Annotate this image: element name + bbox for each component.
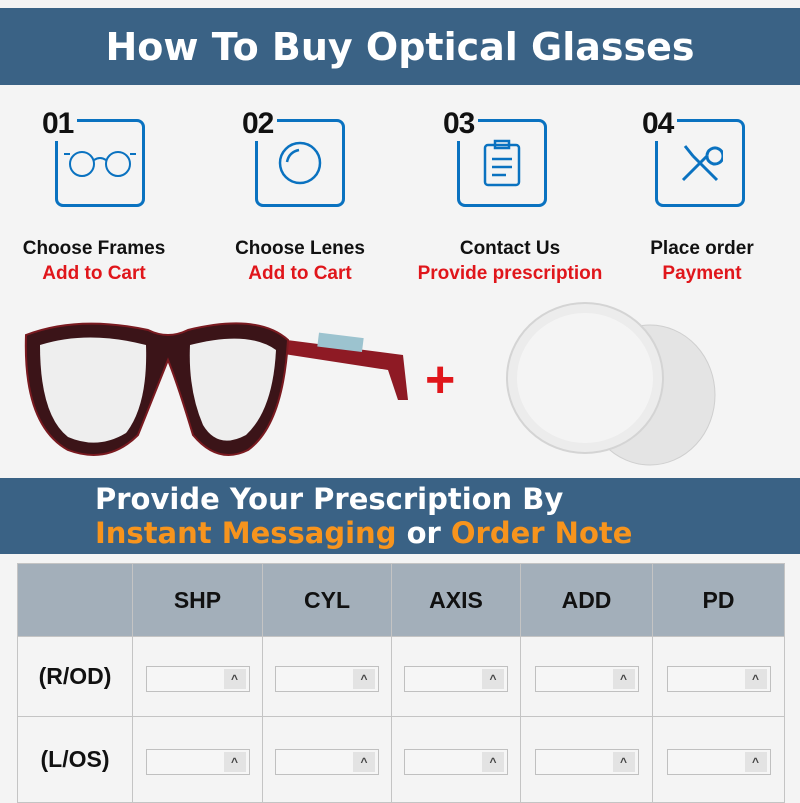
- lens-icon: [278, 141, 322, 185]
- step-action: Add to Cart: [42, 263, 146, 284]
- table-header-row: SHP CYL AXIS ADD PD: [17, 563, 785, 637]
- tools-icon: [681, 145, 723, 182]
- step-number: 01: [42, 107, 78, 141]
- prescription-table: SHP CYL AXIS ADD PD (R/OD) ^ ^ ^ ^ ^ (L/…: [17, 563, 785, 803]
- step-number: 04: [642, 107, 678, 141]
- table-row-left-eye: (L/OS) ^ ^ ^ ^ ^: [17, 716, 785, 803]
- step-icon-box: [55, 119, 145, 207]
- pd-right-select[interactable]: ^: [666, 665, 771, 692]
- row-label: (L/OS): [17, 716, 133, 803]
- step-number: 03: [443, 107, 479, 141]
- chevron-up-icon[interactable]: ^: [482, 751, 504, 772]
- cyl-right-select[interactable]: ^: [275, 665, 379, 692]
- chevron-up-icon[interactable]: ^: [223, 668, 246, 689]
- header-banner: How To Buy Optical Glasses: [0, 8, 800, 85]
- header-cyl: CYL: [262, 563, 392, 637]
- page-title: How To Buy Optical Glasses: [105, 24, 695, 69]
- prescription-banner: Provide Your Prescription By Instant Mes…: [0, 478, 800, 554]
- step-action: Payment: [662, 263, 742, 284]
- instant-messaging-text: Instant Messaging: [95, 516, 397, 550]
- lenses-image: [506, 302, 716, 466]
- glasses-icon: [64, 151, 136, 177]
- row-label: (R/OD): [17, 636, 133, 717]
- order-note-text: Order Note: [450, 516, 633, 550]
- chevron-up-icon[interactable]: ^: [612, 751, 635, 772]
- or-text: or: [396, 516, 451, 550]
- cyl-left-select[interactable]: ^: [275, 748, 379, 775]
- add-left-select[interactable]: ^: [534, 748, 639, 775]
- step-icon-box: [255, 119, 345, 207]
- step-action: Add to Cart: [248, 263, 352, 284]
- step-action: Provide prescription: [417, 263, 603, 284]
- step-title: Contact Us: [459, 238, 561, 259]
- header-shp: SHP: [132, 563, 263, 637]
- eyeglasses-frame-image: [24, 322, 408, 456]
- step-title: Choose Lenes: [235, 238, 365, 259]
- header-pd: PD: [652, 563, 785, 637]
- banner-line-1: Provide Your Prescription By: [95, 482, 564, 516]
- shp-right-select[interactable]: ^: [145, 665, 250, 692]
- chevron-up-icon[interactable]: ^: [482, 668, 504, 689]
- axis-left-select[interactable]: ^: [404, 748, 508, 775]
- chevron-up-icon[interactable]: ^: [612, 668, 635, 689]
- axis-right-select[interactable]: ^: [404, 665, 508, 692]
- step-title: Choose Frames: [22, 238, 166, 259]
- clipboard-icon: [483, 139, 521, 187]
- step-title: Place order: [650, 238, 754, 259]
- add-right-select[interactable]: ^: [534, 665, 639, 692]
- step-number: 02: [242, 107, 278, 141]
- header-empty: [17, 563, 133, 637]
- step-icon-box: [655, 119, 745, 207]
- header-add: ADD: [520, 563, 653, 637]
- chevron-up-icon[interactable]: ^: [353, 751, 375, 772]
- pd-left-select[interactable]: ^: [666, 748, 771, 775]
- shp-left-select[interactable]: ^: [145, 748, 250, 775]
- plus-sign: +: [425, 351, 456, 409]
- chevron-up-icon[interactable]: ^: [744, 751, 767, 772]
- table-row-right-eye: (R/OD) ^ ^ ^ ^ ^: [17, 636, 785, 717]
- chevron-up-icon[interactable]: ^: [353, 668, 375, 689]
- chevron-up-icon[interactable]: ^: [223, 751, 246, 772]
- header-axis: AXIS: [391, 563, 521, 637]
- chevron-up-icon[interactable]: ^: [744, 668, 767, 689]
- step-icon-box: [457, 119, 547, 207]
